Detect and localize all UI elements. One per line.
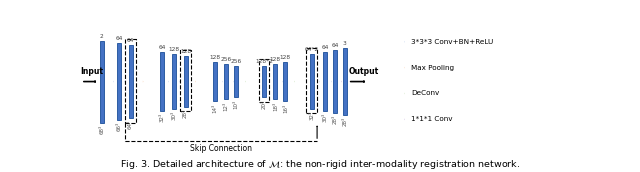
Text: 3*3*3 Conv+BN+ReLU: 3*3*3 Conv+BN+ReLU <box>412 39 493 45</box>
Text: Input: Input <box>81 67 104 76</box>
Bar <box>161 52 164 111</box>
Text: 1*1*1 Conv: 1*1*1 Conv <box>412 116 453 122</box>
Text: DeConv: DeConv <box>412 90 440 96</box>
Text: 30³: 30³ <box>172 111 177 120</box>
Bar <box>117 43 121 120</box>
Text: Max Pooling: Max Pooling <box>412 65 454 71</box>
Text: 30³: 30³ <box>323 113 328 122</box>
Text: 2: 2 <box>100 34 104 39</box>
Text: 64*2: 64*2 <box>305 47 319 52</box>
Text: 256: 256 <box>220 57 232 62</box>
Text: 68³: 68³ <box>99 125 104 134</box>
Text: 64: 64 <box>127 38 134 43</box>
Text: 14³: 14³ <box>212 103 218 113</box>
Bar <box>213 62 217 101</box>
Bar <box>100 40 104 123</box>
Text: Skip Connection: Skip Connection <box>190 144 252 153</box>
Bar <box>224 64 228 99</box>
Text: Output: Output <box>348 67 379 76</box>
Text: 128: 128 <box>270 57 281 62</box>
Text: 28³: 28³ <box>183 109 188 118</box>
Text: 32³: 32³ <box>309 111 314 120</box>
Bar <box>172 54 176 109</box>
Bar <box>129 45 132 118</box>
Text: 28³: 28³ <box>342 117 348 126</box>
Text: 10³: 10³ <box>234 99 239 109</box>
Text: 32³: 32³ <box>160 113 165 122</box>
Text: 128: 128 <box>280 55 291 60</box>
Bar <box>284 62 287 101</box>
Text: 16³: 16³ <box>283 103 288 113</box>
Text: 64: 64 <box>321 45 329 50</box>
Text: 256: 256 <box>230 59 242 64</box>
Text: 128: 128 <box>209 55 220 60</box>
Text: 12³: 12³ <box>223 101 228 111</box>
Bar <box>184 56 188 107</box>
Bar <box>273 64 277 99</box>
Text: 64: 64 <box>159 45 166 50</box>
Text: 128: 128 <box>180 49 191 54</box>
Bar <box>259 59 269 102</box>
Bar <box>125 39 136 123</box>
Text: 20³: 20³ <box>262 99 266 109</box>
Text: 128: 128 <box>169 47 180 52</box>
Text: 28³: 28³ <box>332 115 337 124</box>
Bar <box>310 54 314 109</box>
Text: 18³: 18³ <box>273 101 278 111</box>
Text: Fig. 3. Detailed architecture of $\mathcal{M}$: the non-rigid inter-modality reg: Fig. 3. Detailed architecture of $\mathc… <box>120 158 520 171</box>
Text: 128*2: 128*2 <box>255 59 273 64</box>
Text: 66³: 66³ <box>116 122 122 131</box>
Bar <box>323 52 327 111</box>
Text: 64³: 64³ <box>128 120 133 129</box>
Bar <box>333 50 337 113</box>
Bar <box>180 50 191 111</box>
Bar <box>262 66 266 98</box>
Bar <box>234 66 238 98</box>
Bar <box>343 49 347 115</box>
Bar <box>306 48 317 113</box>
Text: 64: 64 <box>332 44 339 49</box>
Text: 64: 64 <box>115 36 123 41</box>
Text: 3: 3 <box>343 41 347 46</box>
